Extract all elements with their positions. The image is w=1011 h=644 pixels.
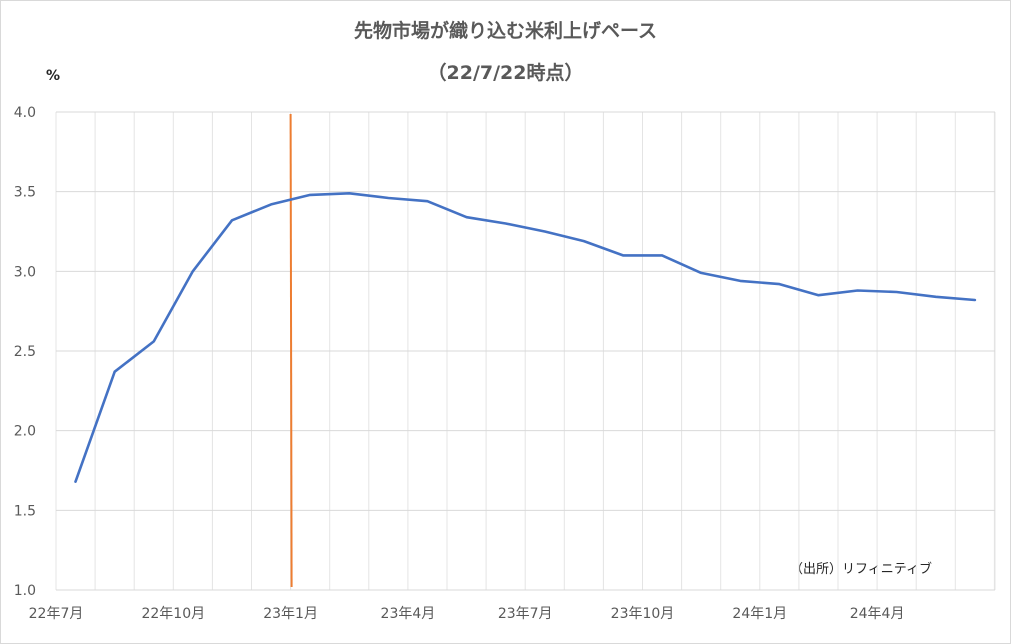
x-tick-label: 24年4月	[850, 606, 905, 622]
y-tick-label: 2.0	[14, 424, 36, 440]
series-line	[74, 192, 977, 484]
y-axis-unit: %	[46, 68, 61, 84]
x-tick-label: 23年10月	[611, 606, 675, 622]
x-tick-label: 23年7月	[498, 606, 553, 622]
marker-line	[289, 113, 293, 588]
y-tick-label: 3.0	[14, 264, 36, 280]
chart-subtitle: （22/7/22時点）	[427, 62, 584, 84]
y-tick-label: 3.5	[14, 185, 36, 201]
chart-title: 先物市場が織り込む米利上げペース	[353, 20, 658, 42]
x-tick-label: 22年10月	[141, 606, 205, 622]
source-note: （出所）リフィニティブ	[790, 562, 932, 577]
x-tick-label: 22年7月	[29, 606, 84, 622]
y-tick-label: 4.0	[14, 105, 36, 121]
x-tick-label: 24年1月	[732, 606, 787, 622]
x-tick-label: 23年4月	[381, 606, 436, 622]
y-tick-label: 1.5	[14, 503, 36, 519]
x-tick-label: 23年1月	[263, 606, 318, 622]
y-tick-label: 2.5	[14, 344, 36, 360]
y-tick-label: 1.0	[14, 583, 36, 599]
